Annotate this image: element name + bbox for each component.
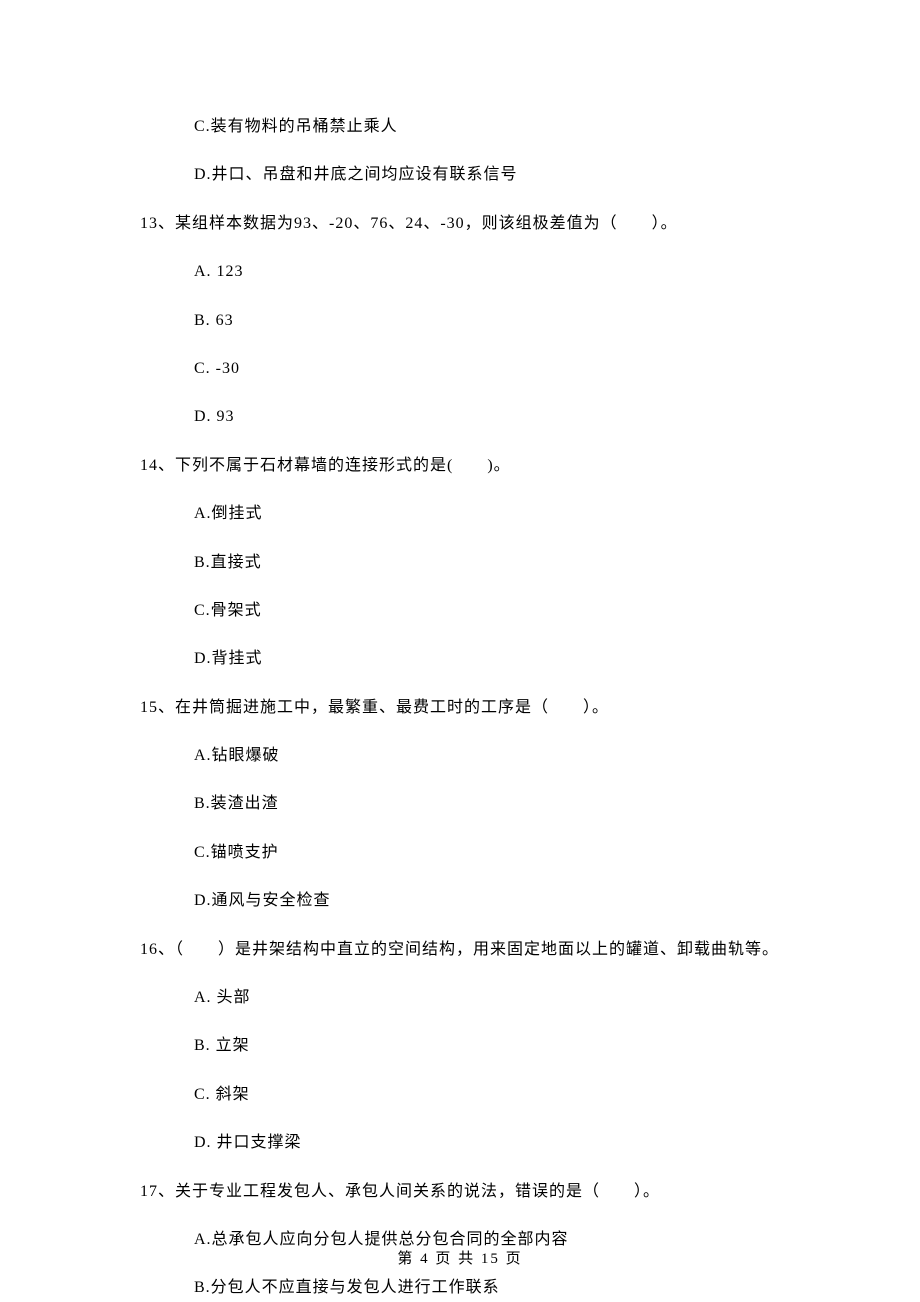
- option-item: C.锚喷支护: [194, 842, 800, 864]
- option-item: A. 123: [194, 261, 800, 283]
- question-text: 某组样本数据为93、-20、76、24、-30，则该组极差值为（ ）。: [175, 215, 678, 232]
- option-item: B.分包人不应直接与发包人进行工作联系: [194, 1277, 800, 1299]
- question-text: 关于专业工程发包人、承包人间关系的说法，错误的是（ ）。: [175, 1183, 660, 1200]
- question-block: 16、（ ）是井架结构中直立的空间结构，用来固定地面以上的罐道、卸载曲轨等。 A…: [140, 939, 800, 1155]
- question-block: 14、下列不属于石材幕墙的连接形式的是( )。 A.倒挂式 B.直接式 C.骨架…: [140, 455, 800, 671]
- question-number: 16、: [140, 941, 175, 958]
- page-footer: 第 4 页 共 15 页: [0, 1249, 920, 1270]
- question-number: 15、: [140, 699, 175, 716]
- option-item: C. -30: [194, 358, 800, 380]
- question-number: 14、: [140, 457, 175, 474]
- question-stem: 14、下列不属于石材幕墙的连接形式的是( )。: [140, 455, 800, 477]
- option-item: D.井口、吊盘和井底之间均应设有联系信号: [194, 164, 800, 186]
- option-item: B.直接式: [194, 552, 800, 574]
- document-page: C.装有物料的吊桶禁止乘人 D.井口、吊盘和井底之间均应设有联系信号 13、某组…: [0, 0, 920, 1302]
- option-item: D. 井口支撑梁: [194, 1132, 800, 1154]
- question-block: 15、在井筒掘进施工中，最繁重、最费工时的工序是（ ）。 A.钻眼爆破 B.装渣…: [140, 697, 800, 913]
- option-item: A. 头部: [194, 987, 800, 1009]
- option-item: C.装有物料的吊桶禁止乘人: [194, 116, 800, 138]
- question-stem: 16、（ ）是井架结构中直立的空间结构，用来固定地面以上的罐道、卸载曲轨等。: [140, 939, 800, 961]
- option-item: D.背挂式: [194, 648, 800, 670]
- question-stem: 17、关于专业工程发包人、承包人间关系的说法，错误的是（ ）。: [140, 1181, 800, 1203]
- orphan-options-block: C.装有物料的吊桶禁止乘人 D.井口、吊盘和井底之间均应设有联系信号: [140, 116, 800, 187]
- option-item: B. 63: [194, 310, 800, 332]
- question-text: 下列不属于石材幕墙的连接形式的是( )。: [175, 457, 511, 474]
- option-item: C.骨架式: [194, 600, 800, 622]
- option-item: C. 斜架: [194, 1084, 800, 1106]
- question-text: 在井筒掘进施工中，最繁重、最费工时的工序是（ ）。: [175, 699, 609, 716]
- option-item: B.装渣出渣: [194, 793, 800, 815]
- question-stem: 15、在井筒掘进施工中，最繁重、最费工时的工序是（ ）。: [140, 697, 800, 719]
- option-item: A.钻眼爆破: [194, 745, 800, 767]
- question-stem: 13、某组样本数据为93、-20、76、24、-30，则该组极差值为（ ）。: [140, 213, 800, 235]
- option-item: D.通风与安全检查: [194, 890, 800, 912]
- question-number: 13、: [140, 215, 175, 232]
- option-item: D. 93: [194, 406, 800, 428]
- option-item: A.倒挂式: [194, 503, 800, 525]
- question-block: 17、关于专业工程发包人、承包人间关系的说法，错误的是（ ）。 A.总承包人应向…: [140, 1181, 800, 1300]
- question-text: （ ）是井架结构中直立的空间结构，用来固定地面以上的罐道、卸载曲轨等。: [175, 941, 779, 958]
- question-number: 17、: [140, 1183, 175, 1200]
- option-item: B. 立架: [194, 1035, 800, 1057]
- question-block: 13、某组样本数据为93、-20、76、24、-30，则该组极差值为（ ）。 A…: [140, 213, 800, 429]
